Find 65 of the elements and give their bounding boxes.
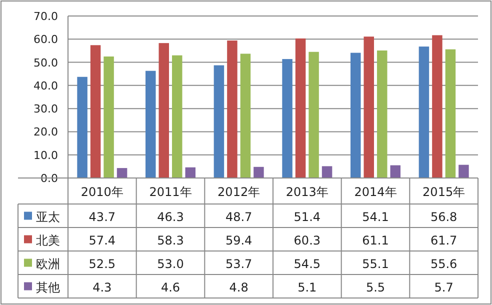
bar xyxy=(227,40,238,178)
bar xyxy=(322,166,332,178)
data-label: 60.3 xyxy=(294,233,321,248)
data-label: 5.1 xyxy=(298,280,317,294)
bar xyxy=(240,54,251,178)
x-tick-label: 2012年 xyxy=(218,185,260,199)
data-label: 57.4 xyxy=(88,233,116,248)
bar xyxy=(295,38,306,178)
x-tick-label: 2011年 xyxy=(149,185,192,199)
x-tick-label: 2013年 xyxy=(286,185,328,199)
legend-label: 亚太 xyxy=(36,210,60,224)
data-label: 4.6 xyxy=(160,280,180,294)
bar xyxy=(377,50,388,178)
x-tick-label: 2014年 xyxy=(354,185,397,199)
data-label: 46.3 xyxy=(157,210,184,224)
x-tick-label: 2010年 xyxy=(80,185,124,199)
bar xyxy=(308,52,319,178)
bar xyxy=(214,65,224,178)
bar xyxy=(390,165,400,178)
bar xyxy=(350,52,361,178)
data-label: 4.3 xyxy=(92,280,112,294)
data-label: 59.4 xyxy=(225,233,252,248)
y-tick-label: 60.0 xyxy=(34,33,58,46)
data-label: 55.6 xyxy=(430,256,458,271)
data-label: 5.5 xyxy=(366,280,386,294)
y-tick-label: 20.0 xyxy=(34,126,58,139)
bar xyxy=(254,166,264,178)
legend-label: 北美 xyxy=(36,233,60,248)
data-label: 61.1 xyxy=(362,233,389,248)
bar xyxy=(146,70,156,178)
data-label: 4.8 xyxy=(229,280,248,294)
data-label: 53.7 xyxy=(225,256,252,271)
bar xyxy=(185,167,196,178)
data-label: 5.7 xyxy=(434,280,454,294)
data-label: 56.8 xyxy=(430,210,458,224)
y-tick-label: 30.0 xyxy=(34,102,58,116)
y-tick-label: 40.0 xyxy=(34,79,58,92)
bar xyxy=(418,46,430,178)
bar xyxy=(116,168,128,178)
legend-label: 其他 xyxy=(36,280,60,294)
bar xyxy=(158,43,169,178)
bar xyxy=(104,56,114,178)
data-label: 48.7 xyxy=(225,210,252,224)
bar xyxy=(458,164,469,178)
data-label: 58.3 xyxy=(157,233,184,248)
data-label: 53.0 xyxy=(157,256,184,271)
data-label: 51.4 xyxy=(294,210,321,224)
bar xyxy=(90,45,101,178)
y-tick-label: 50.0 xyxy=(34,56,58,70)
bar xyxy=(77,76,88,178)
y-tick-label: 10.0 xyxy=(34,148,58,162)
bar xyxy=(282,59,292,178)
legend-label: 欧洲 xyxy=(36,256,60,271)
x-tick-label: 2015年 xyxy=(422,185,466,199)
bar xyxy=(364,36,374,178)
data-label: 54.5 xyxy=(294,256,321,271)
data-label: 52.5 xyxy=(88,256,116,271)
y-tick-label: 70.0 xyxy=(34,10,58,23)
data-label: 61.7 xyxy=(430,233,458,248)
bar xyxy=(172,55,182,178)
bar xyxy=(445,49,456,178)
data-label: 55.1 xyxy=(362,256,389,271)
bar xyxy=(432,35,442,178)
data-label: 43.7 xyxy=(88,210,116,224)
data-label: 54.1 xyxy=(362,210,389,224)
